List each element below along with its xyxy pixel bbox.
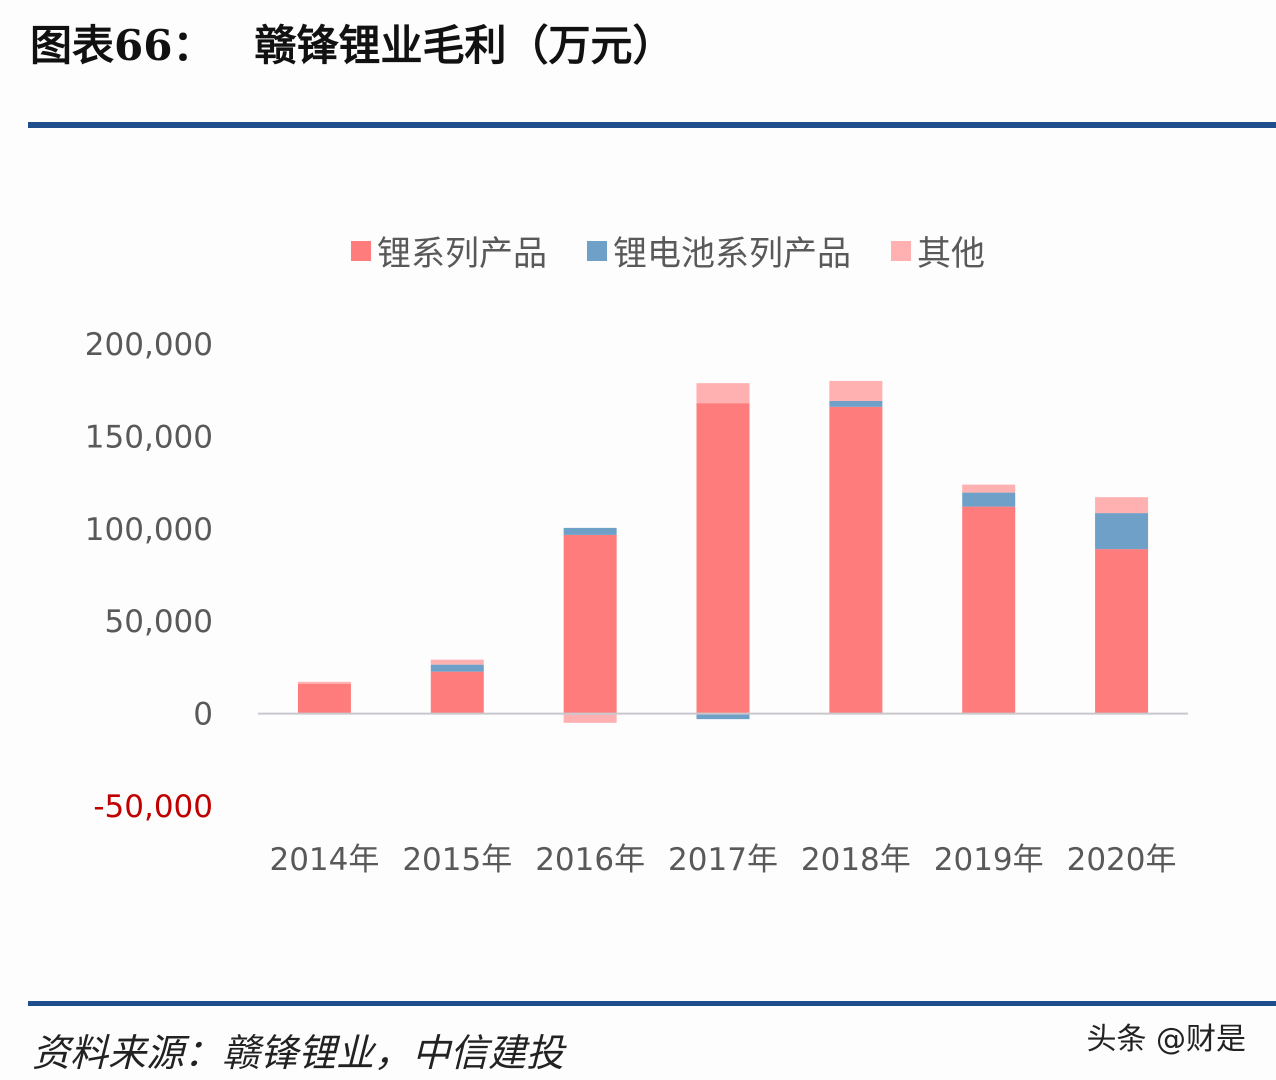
source-note: 资料来源：赣锋锂业，中信建投: [32, 1031, 565, 1075]
bar-segment: [430, 671, 484, 714]
bar-segment: [962, 484, 1016, 493]
bar-segment: [696, 403, 750, 714]
x-tick-label: 2018年: [801, 842, 911, 878]
bar-segment: [1095, 549, 1149, 714]
legend-item: 锂电池系列产品: [587, 226, 851, 275]
bottom-rule: [28, 1001, 1276, 1006]
bar-segment: [563, 534, 617, 714]
figure-caption: 赣锋锂业毛利（万元）: [254, 21, 675, 70]
bar-segment: [430, 664, 484, 672]
legend-item: 其他: [891, 226, 985, 275]
bar-segment: [696, 713, 750, 720]
legend-swatch: [891, 240, 911, 261]
x-tick-label: 2017年: [668, 842, 778, 878]
y-tick-label: 0: [193, 697, 213, 733]
bar-segment: [563, 713, 617, 723]
bar-segment: [962, 506, 1016, 714]
bar-segment: [829, 400, 883, 407]
y-tick-label: -50,000: [93, 789, 213, 825]
legend-swatch: [351, 240, 371, 261]
legend-label: 其他: [917, 234, 985, 274]
legend-swatch: [587, 240, 607, 261]
figure-number: 图表66：: [30, 21, 215, 70]
bar-segment: [1095, 513, 1149, 550]
y-tick-label: 50,000: [105, 604, 213, 640]
bar-segment: [563, 527, 617, 535]
watermark: 头条 @财是: [1086, 1022, 1246, 1057]
legend-label: 锂电池系列产品: [613, 234, 851, 274]
legend-label: 锂系列产品: [377, 234, 547, 274]
y-tick-label: 200,000: [85, 327, 213, 363]
legend-item: 锂系列产品: [351, 226, 547, 275]
x-tick-label: 2015年: [402, 842, 512, 878]
figure-title: 图表66： 赣锋锂业毛利（万元）: [30, 12, 674, 73]
bar-segment: [1095, 497, 1149, 514]
x-tick-label: 2016年: [535, 842, 645, 878]
bar-segment: [297, 683, 351, 714]
bar-segment: [430, 659, 484, 665]
bar-segment: [696, 383, 750, 404]
legend: 锂系列产品 锂电池系列产品 其他: [0, 226, 1276, 275]
bar-segment: [829, 380, 883, 401]
bar-segment: [297, 681, 351, 684]
x-tick-label: 2019年: [934, 842, 1044, 878]
top-rule: [28, 122, 1276, 128]
y-tick-label: 150,000: [85, 419, 213, 455]
x-tick-label: 2020年: [1067, 842, 1177, 878]
y-tick-label: 100,000: [85, 512, 213, 548]
x-tick-label: 2014年: [269, 842, 379, 878]
bar-segment: [962, 492, 1016, 507]
bar-segment: [829, 406, 883, 714]
